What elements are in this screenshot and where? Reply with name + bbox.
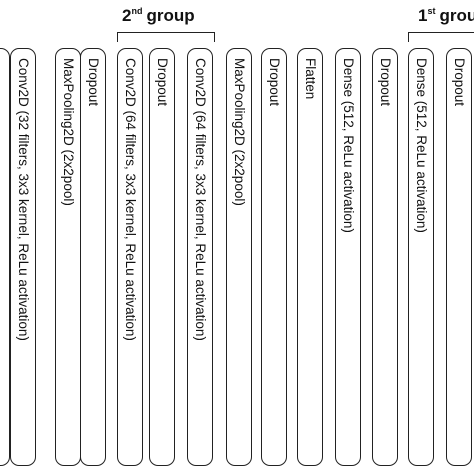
layer-label: MaxPooling2D (2x2pool)	[61, 58, 76, 206]
layer-dense-512-b: Dense (512, ReLu activation)	[408, 48, 434, 466]
layer-dropout-1: Dropout	[80, 48, 106, 466]
layer-label: Conv2D (64 filters, 3x3 kernel, ReLu act…	[193, 58, 208, 341]
layer-conv2d-64-a: Conv2D (64 filters, 3x3 kernel, ReLu act…	[117, 48, 143, 466]
group-1-number: 1	[418, 6, 428, 25]
group-1-bracket	[408, 32, 474, 42]
layer-label: MaxPooling2D (2x2pool)	[232, 58, 247, 206]
layer-label: Dropout	[86, 58, 101, 107]
layer-flatten: Flatten	[297, 48, 323, 466]
layer-label: Dense (512, ReLu activation)	[414, 58, 429, 233]
layer-label: Dropout	[155, 58, 170, 107]
group-1-word: group	[439, 6, 474, 25]
layer-box-input-partial	[0, 48, 10, 466]
layer-dense-512-a: Dense (512, ReLu activation)	[335, 48, 361, 466]
group-2-number: 2	[122, 6, 132, 25]
layer-label: Dropout	[267, 58, 282, 107]
layer-label: Dropout	[452, 58, 467, 107]
layer-dropout-3: Dropout	[261, 48, 287, 466]
layer-label: Conv2D (32 filters, 3x3 kernel, ReLu act…	[16, 58, 31, 341]
group-2-word: group	[146, 6, 195, 25]
layer-conv2d-64-b: Conv2D (64 filters, 3x3 kernel, ReLu act…	[187, 48, 213, 466]
layer-maxpooling-1: MaxPooling2D (2x2pool)	[55, 48, 81, 466]
layer-label: Flatten	[303, 58, 318, 100]
group-label-2nd: 2nd group	[122, 6, 195, 26]
group-2-suffix: nd	[131, 6, 143, 16]
layer-dropout-2: Dropout	[149, 48, 175, 466]
group-2-bracket	[117, 32, 215, 42]
layer-label: Conv2D (64 filters, 3x3 kernel, ReLu act…	[123, 58, 138, 341]
layer-dropout-5: Dropout	[446, 48, 472, 466]
group-1-suffix: st	[427, 6, 436, 16]
layer-maxpooling-2: MaxPooling2D (2x2pool)	[226, 48, 252, 466]
layer-conv2d-32: Conv2D (32 filters, 3x3 kernel, ReLu act…	[10, 48, 36, 466]
group-label-1st: 1stgroup	[418, 6, 474, 26]
layer-dropout-4: Dropout	[372, 48, 398, 466]
layer-label: Dense (512, ReLu activation)	[341, 58, 356, 233]
layer-label: Dropout	[378, 58, 393, 107]
